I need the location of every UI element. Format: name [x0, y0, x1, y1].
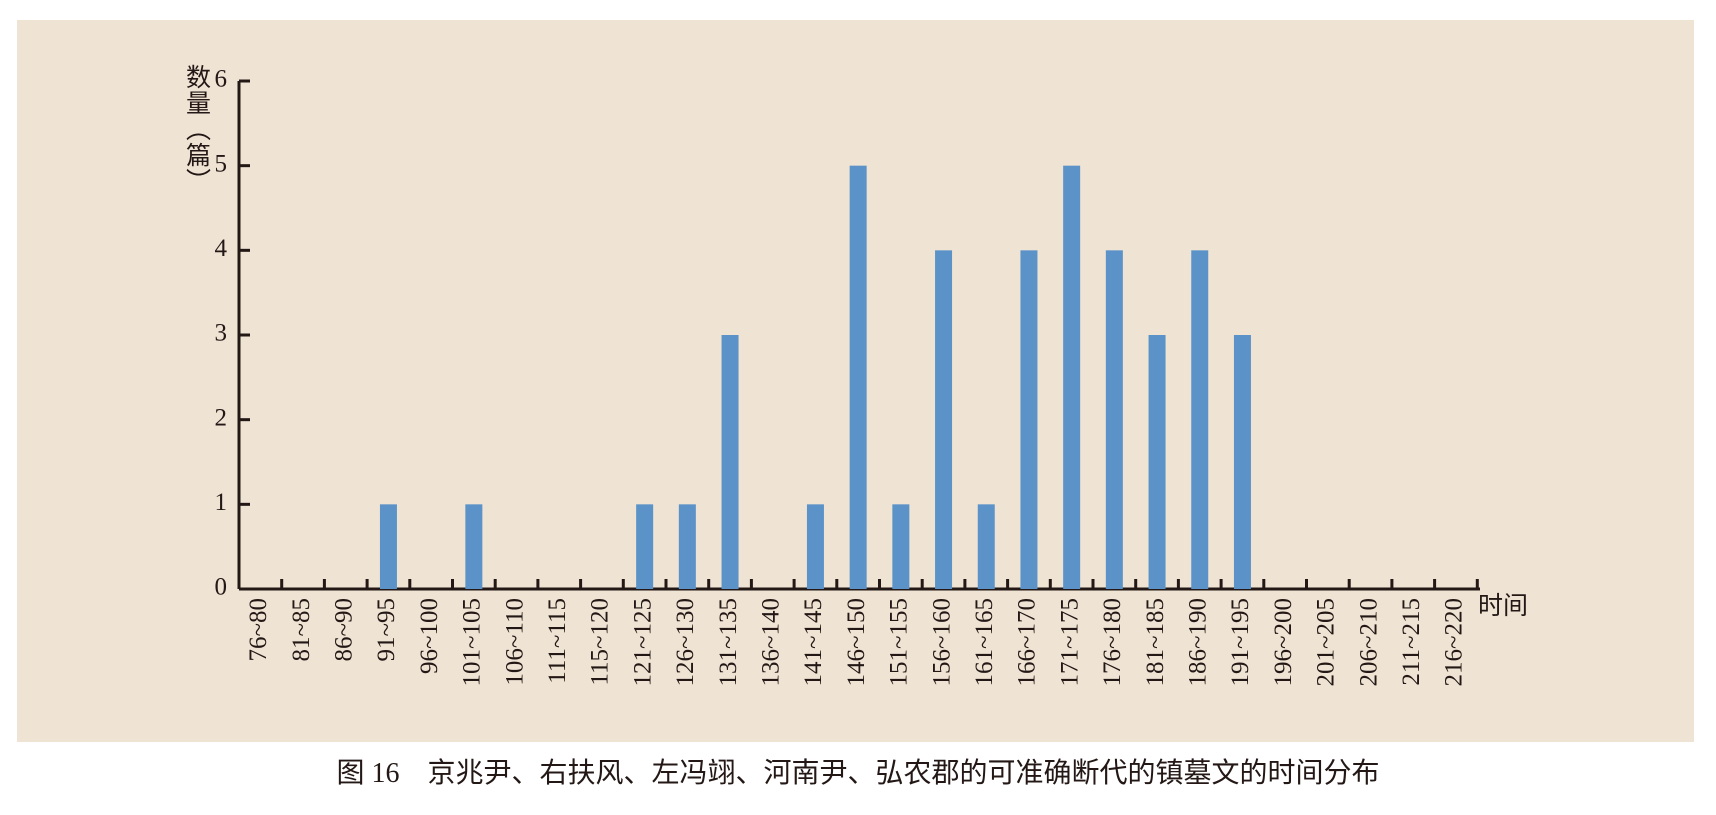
- bar: [465, 504, 483, 589]
- x-tick-label: 126~130: [672, 598, 699, 687]
- y-tick-label: 6: [215, 66, 228, 93]
- x-tick-label: 131~135: [715, 598, 742, 687]
- x-tick-label: 191~195: [1227, 598, 1254, 687]
- x-tick-label: 166~170: [1014, 598, 1041, 687]
- x-tick-label: 115~120: [587, 598, 614, 686]
- bar: [1020, 250, 1038, 590]
- x-tick-label: 141~145: [800, 598, 827, 687]
- x-tick-label: 156~160: [928, 598, 955, 687]
- bar: [1063, 165, 1081, 589]
- y-tick-label: 0: [215, 574, 228, 601]
- x-tick-label: 86~90: [330, 598, 357, 662]
- x-axis-label: 时间: [1478, 592, 1528, 620]
- bar: [1105, 250, 1123, 590]
- bar: [721, 335, 739, 589]
- caption: 图 16 京兆尹、右扶风、左冯翊、河南尹、弘农郡的可准确断代的镇墓文的时间分布: [336, 757, 1379, 789]
- x-tick-label: 146~150: [843, 598, 870, 687]
- y-tick-label: 1: [215, 489, 228, 516]
- x-tick-label: 81~85: [288, 598, 315, 662]
- x-tick-label: 106~110: [501, 598, 528, 686]
- bar: [636, 504, 654, 589]
- bar: [1233, 335, 1251, 589]
- x-tick-label: 151~155: [886, 598, 913, 687]
- x-tick-label: 176~180: [1099, 598, 1126, 687]
- x-tick-label: 111~115: [544, 598, 571, 684]
- x-tick-label: 136~140: [757, 598, 784, 687]
- y-tick-label: 5: [215, 150, 228, 177]
- x-tick-label: 161~165: [971, 598, 998, 687]
- bar: [977, 504, 995, 589]
- bar: [1191, 250, 1209, 590]
- x-tick-label: 101~105: [459, 598, 486, 687]
- y-tick-label: 4: [215, 235, 228, 262]
- bar: [892, 504, 910, 589]
- x-tick-label: 196~200: [1270, 598, 1297, 687]
- x-tick-label: 91~95: [373, 598, 400, 662]
- bar: [379, 504, 397, 589]
- x-tick-label: 96~100: [416, 598, 443, 674]
- bar: [935, 250, 953, 590]
- x-tick-label: 171~175: [1056, 598, 1083, 687]
- bar: [1148, 335, 1166, 589]
- x-tick-label: 76~80: [245, 598, 272, 662]
- bar: [849, 165, 867, 589]
- x-tick-label: 186~190: [1184, 598, 1211, 687]
- x-tick-label: 211~215: [1398, 598, 1425, 686]
- y-tick-label: 2: [215, 404, 228, 431]
- x-tick-label: 201~205: [1313, 598, 1340, 687]
- x-tick-label: 216~220: [1441, 598, 1468, 687]
- y-axis-label: 数量（篇）: [183, 64, 212, 194]
- y-tick-label: 3: [215, 320, 228, 347]
- bar: [678, 504, 696, 589]
- x-tick-label: 206~210: [1355, 598, 1382, 687]
- x-tick-label: 121~125: [629, 598, 656, 687]
- bar: [806, 504, 824, 589]
- x-tick-label: 181~185: [1142, 598, 1169, 687]
